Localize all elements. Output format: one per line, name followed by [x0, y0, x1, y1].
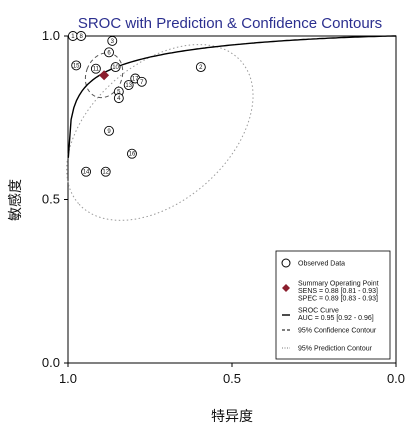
x-tick-label: 0.0 — [387, 371, 405, 386]
confidence-contour — [84, 52, 124, 99]
legend-label: 95% Confidence Contour — [298, 328, 377, 335]
observed-point — [127, 148, 137, 159]
observed-point — [100, 166, 111, 177]
observed-point-label: 4 — [117, 96, 121, 102]
observed-point-label: 8 — [79, 34, 83, 40]
observed-point-label: 10 — [112, 65, 119, 71]
legend: Observed Data Summary Operating PointSENS… — [275, 250, 391, 360]
observed-point-label: 7 — [140, 80, 144, 86]
summary-operating-point — [99, 70, 110, 81]
observed-point-label: 6 — [107, 50, 111, 56]
sroc-curve — [67, 35, 396, 158]
x-tick-label: 0.5 — [223, 371, 241, 386]
observed-point — [113, 93, 124, 104]
x-axis-label: 特异度 — [211, 409, 253, 425]
legend-circle-icon — [281, 258, 291, 268]
legend-box — [275, 250, 391, 360]
observed-point-label: 17 — [132, 77, 139, 83]
prediction-contour — [66, 44, 254, 221]
y-tick-label: 0.0 — [42, 355, 60, 370]
y-axis-label: 敏感度 — [7, 179, 24, 221]
chart-title: SROC with Prediction & Confidence Contou… — [78, 15, 382, 32]
observed-point — [104, 125, 114, 136]
observed-point — [110, 62, 121, 73]
y-tick-label: 1.0 — [42, 28, 60, 43]
legend-label: Observed Data — [298, 261, 345, 268]
observed-point-label: 2 — [199, 65, 203, 71]
x-tick-label: 1.0 — [59, 371, 77, 386]
y-tick-label: 0.5 — [42, 192, 60, 207]
observed-point — [136, 76, 147, 87]
axes: 1.0 0.5 0.01.00.50.0 — [42, 28, 405, 386]
legend-diamond-icon — [282, 284, 290, 292]
observed-point — [104, 47, 114, 58]
observed-point — [90, 63, 101, 74]
observed-point-label: 11 — [93, 67, 100, 73]
legend-sub-label: SENS = 0.88 [0.81 - 0.93] — [298, 288, 378, 295]
observed-point-label: 9 — [107, 129, 111, 135]
observed-point-label: 13 — [125, 83, 132, 89]
observed-point — [123, 80, 134, 91]
observed-point-label: 1 — [71, 34, 75, 40]
legend-sub-label: SPEC = 0.89 [0.83 - 0.93] — [298, 296, 378, 303]
observed-point-label: 5 — [117, 90, 121, 96]
observed-point — [71, 60, 82, 71]
observed-point-label: 14 — [83, 170, 90, 176]
observed-point-label: 16 — [129, 152, 136, 158]
observed-points: 1 8 36 15 11 10 2 177 13 54 9 16 14 12 — [67, 31, 206, 177]
legend-label: 95% Prediction Contour — [298, 346, 373, 353]
legend-sub-label: AUC = 0.95 [0.92 - 0.96] — [298, 315, 374, 322]
observed-point-label: 15 — [73, 63, 80, 69]
observed-point — [195, 62, 206, 73]
legend-label: SROC Curve — [298, 308, 339, 315]
contours — [66, 35, 396, 221]
observed-point-label: 12 — [102, 170, 109, 176]
legend-label: Summary Operating Point — [298, 281, 379, 288]
observed-point — [107, 35, 118, 46]
observed-point — [76, 31, 87, 41]
observed-point — [81, 166, 91, 177]
observed-point-label: 3 — [111, 39, 115, 45]
